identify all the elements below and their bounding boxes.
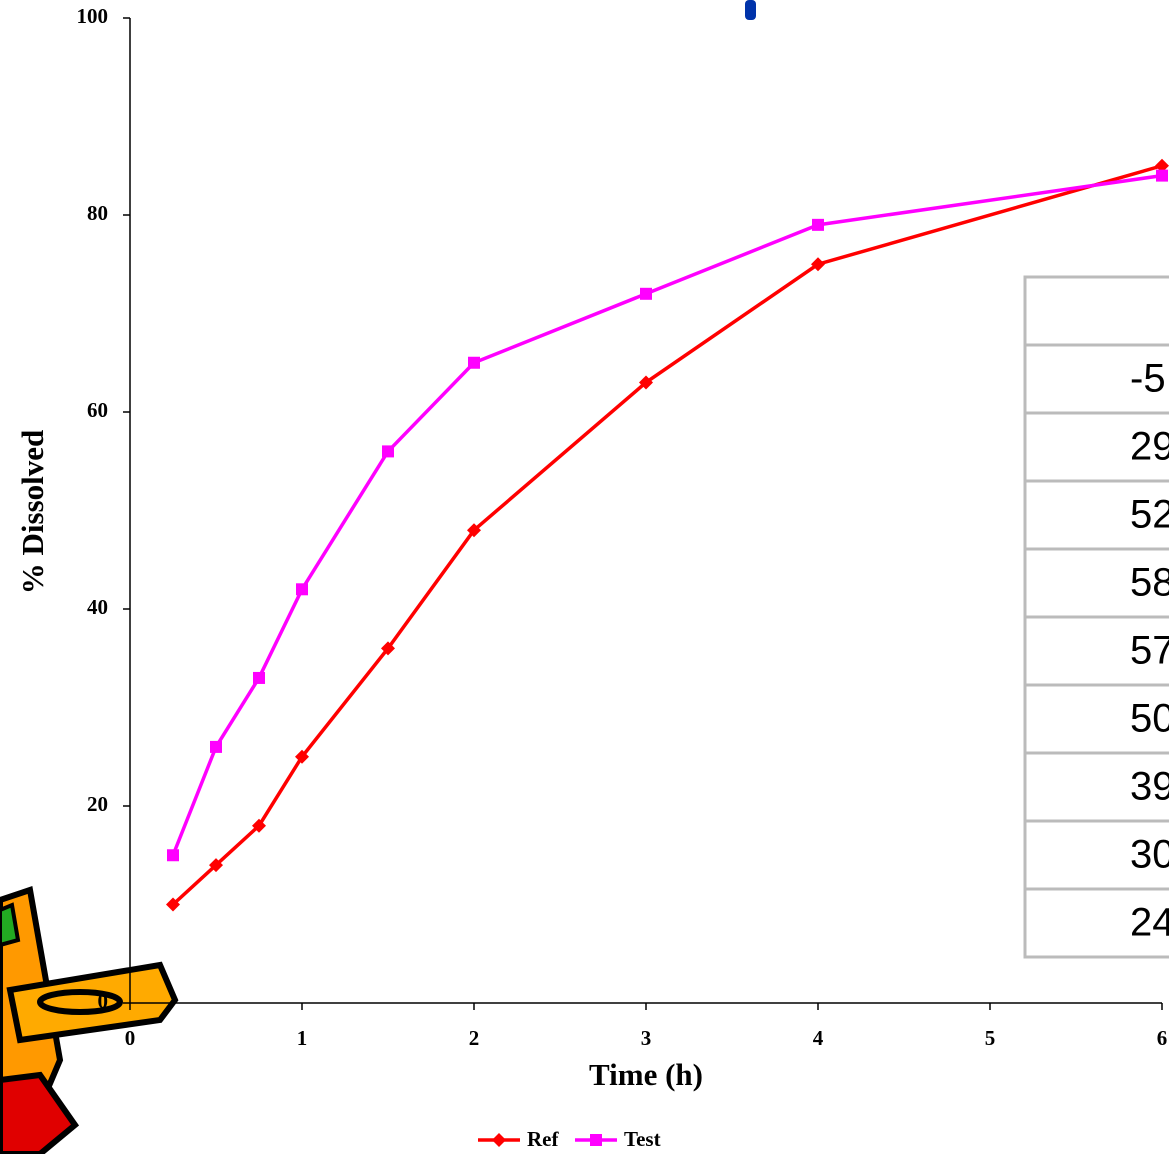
point [296, 583, 308, 596]
data-table: -5 29 52 58 57 50 39 30 24 [1023, 275, 1169, 959]
table-cell: 58 [1130, 561, 1169, 605]
legend-label: Ref [527, 1127, 559, 1151]
y-axis-title: % Dissolved [15, 430, 50, 595]
y-tick-label: 20 [87, 792, 108, 816]
point [209, 858, 223, 873]
point [468, 356, 480, 369]
point [467, 523, 481, 538]
table-cell: 39 [1130, 765, 1169, 809]
point [382, 445, 394, 458]
legend-marker [590, 1134, 602, 1146]
series-line [171, 173, 1163, 856]
series-line [171, 164, 1163, 906]
point [381, 641, 395, 656]
table-cell: 29 [1130, 425, 1169, 469]
title-fragment [745, 0, 756, 20]
point [639, 375, 653, 390]
point [252, 818, 266, 833]
point [253, 671, 265, 684]
x-tick-label: 4 [813, 1026, 824, 1050]
legend-marker [492, 1133, 506, 1147]
table-cell: 30 [1130, 833, 1169, 877]
table-cell: 24 [1130, 901, 1169, 945]
x-tick-label: 6 [1157, 1026, 1168, 1050]
x-tick-label: 0 [125, 1026, 136, 1050]
x-axis-title: Time (h) [589, 1057, 703, 1092]
point [811, 257, 825, 272]
point [167, 849, 179, 862]
clipart [0, 886, 179, 1154]
y-tick-label: 0 [98, 989, 109, 1013]
point [1156, 169, 1168, 182]
table-cell: -5 [1130, 357, 1166, 401]
x-tick-label: 5 [985, 1026, 996, 1050]
legend-label: Test [624, 1127, 661, 1151]
point [812, 218, 824, 231]
table-cell: 52 [1130, 493, 1169, 537]
point [295, 749, 309, 764]
point [166, 897, 180, 912]
table-cell: 50 [1130, 697, 1169, 741]
point [1155, 158, 1169, 173]
y-tick-label: 40 [87, 595, 108, 619]
x-tick-label: 2 [469, 1026, 480, 1050]
y-tick-label: 80 [87, 201, 108, 225]
point [210, 740, 222, 753]
x-tick-label: 3 [641, 1026, 652, 1050]
y-tick-label: 100 [77, 4, 109, 28]
y-tick-label: 60 [87, 398, 108, 422]
table-cell: 57 [1130, 629, 1169, 673]
point [640, 287, 652, 300]
x-tick-label: 1 [297, 1026, 308, 1050]
